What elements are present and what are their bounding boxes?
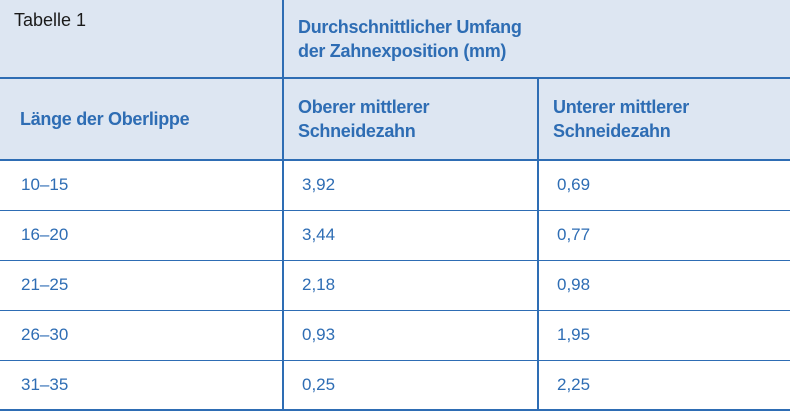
table-row: 10–15 3,92 0,69 [0, 160, 790, 211]
table-cell-lower: 0,69 [537, 160, 790, 211]
table-cell-length: 21–25 [0, 260, 283, 311]
group-header-line-2: der Zahnexposition (mm) [298, 40, 507, 61]
table-group-header-row: Tabelle 1 Durchschnittlicher Umfang der … [0, 0, 790, 78]
group-header-line-1: Durchschnittlicher Umfang [298, 16, 522, 37]
table-row: 31–35 0,25 2,25 [0, 360, 790, 411]
group-header: Durchschnittlicher Umfang der Zahnexposi… [282, 0, 790, 78]
table-row: 26–30 0,93 1,95 [0, 310, 790, 361]
table-cell-upper: 0,25 [282, 360, 538, 411]
table-cell-upper: 3,92 [282, 160, 538, 211]
table-cell-length: 31–35 [0, 360, 283, 411]
table-cell-length: 26–30 [0, 310, 283, 361]
table-cell-length: 10–15 [0, 160, 283, 211]
table-cell-upper: 2,18 [282, 260, 538, 311]
table-cell-lower: 0,98 [537, 260, 790, 311]
table-cell-upper: 3,44 [282, 210, 538, 261]
table-caption: Tabelle 1 [0, 0, 283, 78]
table-cell-upper: 0,93 [282, 310, 538, 361]
table-cell-length: 16–20 [0, 210, 283, 261]
column-header-oberlippe: Länge der Oberlippe [0, 77, 283, 161]
table-cell-lower: 1,95 [537, 310, 790, 361]
column-header-unterer-schneidezahn: Unterer mittlerer Schneidezahn [537, 77, 790, 161]
column-header-oberer-schneidezahn: Oberer mittlerer Schneidezahn [282, 77, 538, 161]
table-cell-lower: 2,25 [537, 360, 790, 411]
table-cell-lower: 0,77 [537, 210, 790, 261]
table-row: 21–25 2,18 0,98 [0, 260, 790, 311]
table-header-row: Länge der Oberlippe Oberer mittlerer Sch… [0, 77, 790, 161]
table-row: 16–20 3,44 0,77 [0, 210, 790, 261]
